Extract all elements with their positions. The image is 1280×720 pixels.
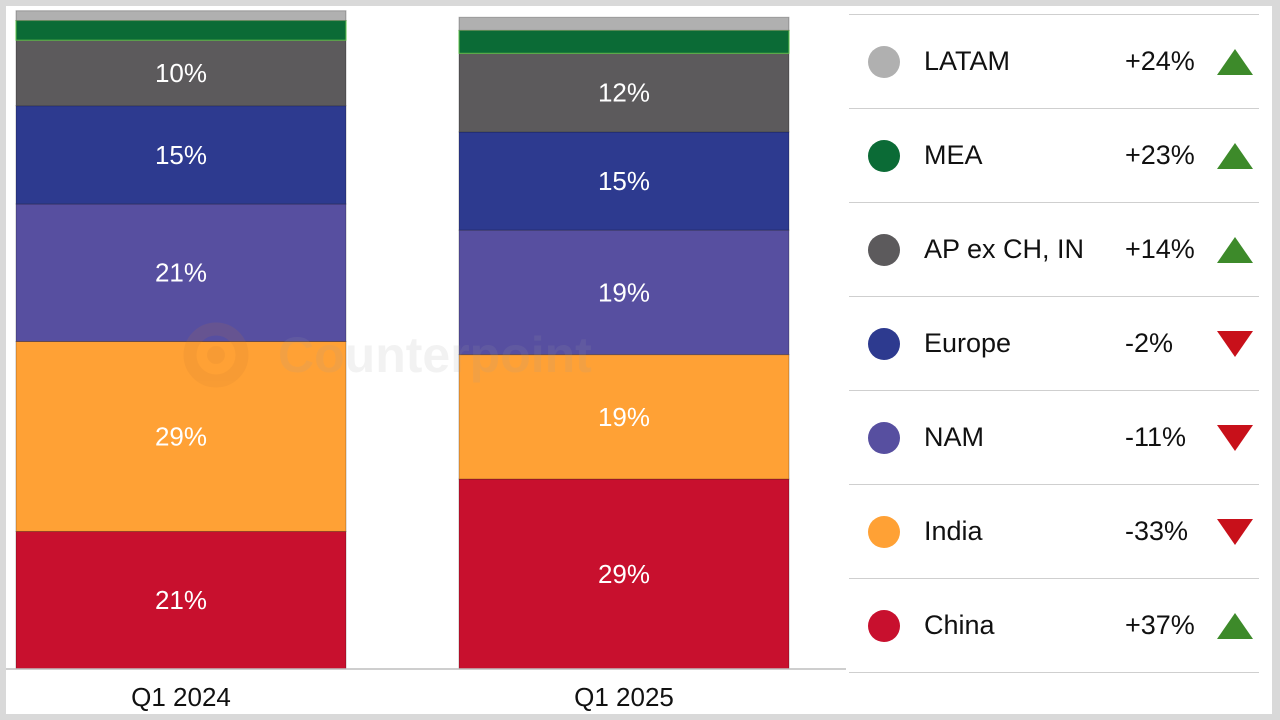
bar-segment-china-0 [15,530,347,670]
bar-segment-nam-1 [458,229,790,356]
legend-dot [868,46,900,78]
legend-item-ap-ex-ch-in: AP ex CH, IN +14% [849,203,1259,297]
legend-dot [868,328,900,360]
legend-change-value: +23% [1125,140,1195,170]
bar-segment-europe-1 [458,131,790,231]
legend-item-latam: LATAM +24% [849,14,1259,109]
bar-segment-china-1 [458,478,790,670]
data-label-china-1: 29% [598,559,650,589]
bar-segment-nam-0 [15,203,347,342]
data-label-india-1: 19% [598,402,650,432]
legend-change-value: +37% [1125,610,1195,640]
data-label-europe-0: 15% [155,140,207,170]
legend-name: NAM [924,422,984,452]
data-label-ap-ex-ch-in-0: 10% [155,58,207,88]
legend-change-value: -2% [1125,328,1174,358]
data-label-ap-ex-ch-in-1: 12% [598,78,650,108]
legend-name: Europe [924,328,1012,358]
triangle-up-icon [1217,237,1253,263]
legend-dot [868,234,900,266]
triangle-down-icon [1217,331,1253,357]
legend-dot [868,610,900,642]
bar-segment-latam-1 [458,16,790,31]
legend-item-europe: Europe -2% [849,297,1259,391]
legend-dot [868,140,900,172]
legend-change-value: -33% [1125,516,1189,546]
bar-segment-mea-1 [458,29,790,54]
legend-item-nam: NAM -11% [849,391,1259,485]
legend-name: LATAM [924,46,1011,76]
x-tick-label-1: Q1 2025 [574,682,674,712]
legend-item-mea: MEA +23% [849,109,1259,203]
chart-frame: 21% 29% 21% 15% 10% 29% 19% 19% 15% 12% Counterpo… [6,6,1272,714]
triangle-up-icon [1217,49,1253,75]
x-tick-label-0: Q1 2024 [131,682,231,712]
bar-segment-latam-0 [15,10,347,22]
legend: LATAM +24% MEA +23% AP ex CH, IN +14% Europe -2… [849,14,1259,673]
counterpoint-watermark: Counterpoint [183,322,592,388]
bar-segment-europe-0 [15,105,347,205]
data-label-europe-1: 15% [598,166,650,196]
legend-item-china: China +37% [849,579,1259,673]
legend-change-value: +14% [1125,234,1195,264]
legend-dot [868,516,900,548]
legend-name: India [924,516,983,546]
bar-segment-india-1 [458,354,790,480]
triangle-up-icon [1217,143,1253,169]
legend-item-india: India -33% [849,485,1259,579]
x-axis-labels: Q1 2024 Q1 2025 [131,682,674,712]
watermark-text: Counterpoint [278,327,592,383]
data-label-india-0: 29% [155,421,207,451]
data-label-nam-0: 21% [155,258,207,288]
data-label-china-0: 21% [155,585,207,615]
triangle-down-icon [1217,519,1253,545]
legend-name: MEA [924,140,983,170]
legend-name: AP ex CH, IN [924,234,1085,264]
bars-group: 21% 29% 21% 15% 10% 29% 19% 19% 15% 12% [15,10,790,670]
bar-segment-ap-ex-ch-in-0 [15,39,347,107]
triangle-up-icon [1217,613,1253,639]
data-label-nam-1: 19% [598,277,650,307]
triangle-down-icon [1217,425,1253,451]
stacked-bar-chart: 21% 29% 21% 15% 10% 29% 19% 19% 15% 12% Counterpo… [6,10,846,712]
legend-change-value: -11% [1125,422,1187,452]
legend-change-value: +24% [1125,46,1195,76]
legend-dot [868,422,900,454]
legend-name: China [924,610,995,640]
bar-segment-mea-0 [15,20,347,41]
